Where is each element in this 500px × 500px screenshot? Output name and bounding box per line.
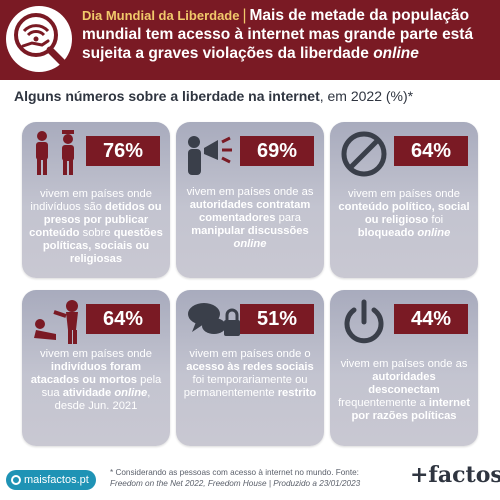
- description-segment: bloqueado: [357, 227, 418, 239]
- attack-icon: [34, 300, 78, 344]
- description-segment: online: [233, 238, 267, 250]
- headline-title: Mais de metade da população mundial tem …: [82, 7, 474, 62]
- headline-title-italic: online: [373, 45, 419, 62]
- stat-card-blocked: 64% vivem em países onde conteúdo políti…: [330, 122, 478, 278]
- description-segment: vivem em países onde as: [340, 358, 468, 370]
- source-note-italic: Freedom on the Net 2022, Freedom House |…: [110, 479, 361, 488]
- description-segment: foi temporariamente ou permanentemente: [183, 374, 308, 399]
- subtitle-bold: Alguns números sobre a liberdade na inte…: [14, 88, 320, 104]
- description-segment: foi: [428, 214, 444, 226]
- stat-value: 44%: [394, 304, 468, 334]
- description-segment: vivem em países onde as: [186, 186, 314, 198]
- detained-people-icon: [36, 130, 74, 175]
- stat-description: vivem em países onde conteúdo político, …: [336, 188, 472, 240]
- wifi-hand-magnifier-icon: [14, 13, 68, 68]
- badge: [6, 6, 72, 72]
- description-segment: para: [275, 212, 301, 224]
- stat-description: vivem em países onde as autoridades desc…: [336, 358, 472, 423]
- description-segment: sobre: [79, 227, 114, 239]
- source-note: * Considerando as pessoas com acesso à i…: [110, 467, 390, 489]
- site-link-label: maisfactos.pt: [24, 474, 89, 486]
- stat-value: 64%: [86, 304, 160, 334]
- description-segment: acesso às redes sociais: [186, 361, 314, 373]
- description-segment: , desde Jun. 2021: [54, 387, 151, 412]
- stat-description: vivem em países onde indivíduos foram at…: [28, 348, 164, 413]
- stat-description: vivem em países onde indivíduos são deti…: [28, 188, 164, 266]
- description-segment: online: [417, 227, 451, 239]
- stat-card-disconnect: 44% vivem em países onde as autoridades …: [330, 290, 478, 446]
- description-segment: vivem em países onde: [348, 188, 460, 200]
- brand-logo: +factos: [410, 462, 500, 488]
- stat-description: vivem em países onde o acesso às redes s…: [182, 348, 318, 400]
- subtitle: Alguns números sobre a liberdade na inte…: [14, 88, 484, 104]
- stat-card-social-restricted: 51% vivem em países onde o acesso às red…: [176, 290, 324, 446]
- source-note-text: * Considerando as pessoas com acesso à i…: [110, 468, 359, 477]
- description-segment: frequentemente a: [338, 397, 429, 409]
- stat-value: 69%: [240, 136, 314, 166]
- stat-value: 64%: [394, 136, 468, 166]
- site-link[interactable]: maisfactos.pt: [6, 470, 96, 490]
- megaphone-speaker-icon: [188, 136, 232, 175]
- description-segment: conteúdo político, social ou religioso: [338, 201, 470, 226]
- description-segment: detidos ou presos por publicar conteúdo: [29, 201, 162, 239]
- stat-value: 51%: [240, 304, 314, 334]
- description-segment: autoridades contratam comentadores: [189, 199, 311, 224]
- description-segment: questões políticas, sociais ou religiosa…: [42, 227, 163, 265]
- stat-card-detained: 76% vivem em países onde indivíduos são …: [22, 122, 170, 278]
- headline-kicker: Dia Mundial da Liberdade: [82, 8, 240, 23]
- description-segment: vivem em países onde: [40, 348, 152, 360]
- globe-icon: [11, 475, 21, 485]
- subtitle-rest: , em 2022 (%)*: [319, 88, 414, 104]
- description-segment: internet por razões políticas: [351, 397, 470, 422]
- stat-card-commentators: 69% vivem em países onde as autoridades …: [176, 122, 324, 278]
- stat-value: 76%: [86, 136, 160, 166]
- description-segment: autoridades desconectam: [368, 371, 440, 396]
- description-segment: online: [114, 387, 148, 399]
- description-segment: atividade: [62, 387, 115, 399]
- locked-chat-icon: [188, 303, 240, 336]
- description-segment: restrito: [277, 387, 317, 399]
- stat-card-attacked: 64% vivem em países onde indivíduos fora…: [22, 290, 170, 446]
- description-segment: manipular discussões: [191, 225, 309, 237]
- prohibited-icon: [341, 131, 387, 177]
- description-segment: vivem em países onde o: [189, 348, 311, 360]
- headline: Dia Mundial da Liberdade | Mais de metade …: [82, 6, 494, 63]
- description-segment: vivem em países onde indivíduos são: [30, 188, 152, 213]
- header-banner: Dia Mundial da Liberdade | Mais de metade …: [0, 0, 500, 80]
- description-segment: pela sua: [41, 374, 162, 399]
- headline-separator: |: [242, 7, 247, 24]
- description-segment: indivíduos foram atacados ou mortos: [30, 361, 142, 386]
- power-icon: [344, 299, 384, 344]
- stat-description: vivem em países onde as autoridades cont…: [182, 186, 318, 251]
